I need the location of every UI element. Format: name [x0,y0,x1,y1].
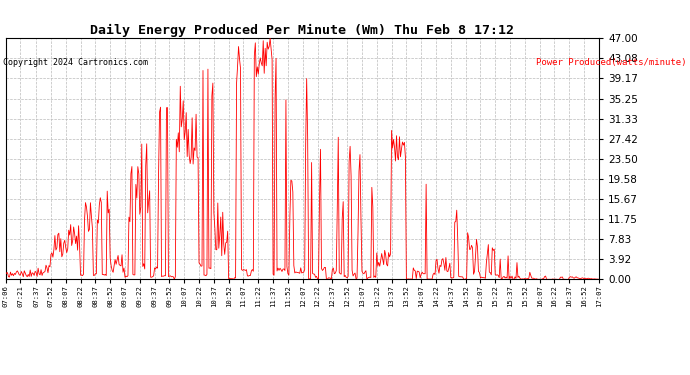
Text: Power Produced(watts/minute): Power Produced(watts/minute) [536,58,687,67]
Title: Daily Energy Produced Per Minute (Wm) Thu Feb 8 17:12: Daily Energy Produced Per Minute (Wm) Th… [90,24,514,37]
Text: Copyright 2024 Cartronics.com: Copyright 2024 Cartronics.com [3,58,148,67]
